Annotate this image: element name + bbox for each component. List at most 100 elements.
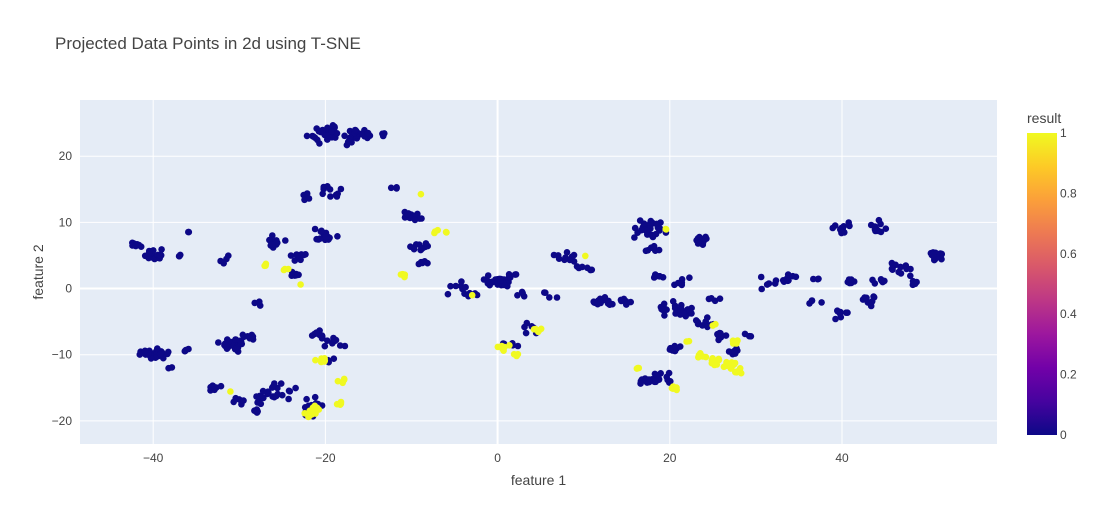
data-point xyxy=(868,298,876,305)
data-point xyxy=(771,280,779,287)
data-point xyxy=(521,323,528,331)
data-point xyxy=(136,351,144,358)
data-point xyxy=(334,233,341,240)
data-point xyxy=(643,227,651,235)
data-point xyxy=(318,332,326,339)
data-point xyxy=(645,378,653,386)
data-point xyxy=(499,345,507,353)
data-point xyxy=(815,275,822,283)
data-point xyxy=(303,132,311,140)
data-point xyxy=(443,229,450,236)
data-point xyxy=(837,313,845,321)
data-point xyxy=(185,345,192,353)
data-point xyxy=(658,305,665,313)
data-point xyxy=(364,129,372,137)
data-point xyxy=(401,273,408,281)
x-tick-label: −40 xyxy=(143,451,164,465)
data-point xyxy=(514,342,522,350)
data-point xyxy=(305,413,313,420)
colorbar-ticks: 0 0.2 0.4 0.6 0.8 1 xyxy=(1060,126,1077,442)
data-point xyxy=(692,317,700,324)
data-point xyxy=(646,220,654,227)
data-point xyxy=(239,331,247,339)
data-point xyxy=(268,241,276,248)
data-point xyxy=(246,335,254,342)
data-point xyxy=(715,356,723,364)
data-point xyxy=(331,336,339,343)
data-point xyxy=(588,266,596,274)
data-point xyxy=(911,280,919,288)
colorbar-tick-label: 0.8 xyxy=(1060,186,1077,200)
data-point xyxy=(293,252,301,259)
data-point xyxy=(256,392,264,400)
data-point xyxy=(704,323,711,331)
x-tick-label: −20 xyxy=(315,451,336,465)
data-point xyxy=(257,400,265,408)
data-point xyxy=(671,342,678,350)
data-point xyxy=(717,330,724,337)
data-point xyxy=(562,254,569,261)
data-point xyxy=(313,125,321,132)
y-tick-label: −10 xyxy=(52,348,73,362)
data-point xyxy=(431,229,438,237)
data-point xyxy=(553,294,561,301)
data-point xyxy=(468,291,476,299)
data-point xyxy=(662,225,669,233)
data-point xyxy=(300,251,308,259)
data-point xyxy=(712,320,719,328)
data-point xyxy=(709,358,716,366)
y-tick-label: 20 xyxy=(59,149,73,163)
data-point xyxy=(231,345,239,353)
data-point xyxy=(313,329,320,337)
data-point xyxy=(418,245,426,252)
data-point xyxy=(254,408,261,415)
data-point xyxy=(322,233,330,241)
data-point xyxy=(705,295,713,303)
data-point xyxy=(333,130,341,137)
data-point xyxy=(725,348,733,355)
data-point xyxy=(291,257,299,264)
data-point xyxy=(340,376,348,384)
data-point xyxy=(154,345,161,352)
data-point xyxy=(211,384,218,391)
data-point xyxy=(637,380,644,387)
data-point xyxy=(279,391,286,399)
data-point xyxy=(902,262,910,269)
data-point xyxy=(305,195,313,202)
data-point xyxy=(175,252,183,260)
data-point xyxy=(688,310,695,317)
data-point xyxy=(330,355,338,363)
data-points xyxy=(129,122,945,421)
x-tick-label: 40 xyxy=(835,451,849,465)
data-point xyxy=(722,332,730,339)
data-point xyxy=(511,271,519,278)
data-point xyxy=(871,226,879,233)
data-point xyxy=(222,342,230,349)
data-point xyxy=(321,342,329,350)
data-point xyxy=(277,380,285,387)
data-point xyxy=(897,270,905,277)
data-point xyxy=(666,346,674,353)
data-point xyxy=(907,272,914,280)
data-point xyxy=(869,276,876,284)
data-point xyxy=(387,184,395,192)
data-point xyxy=(417,190,425,198)
data-point xyxy=(494,343,502,351)
data-point xyxy=(763,281,771,288)
colorbar-gradient xyxy=(1027,133,1057,435)
data-point xyxy=(444,290,452,298)
data-point xyxy=(697,350,704,357)
data-point xyxy=(720,363,728,371)
data-point xyxy=(217,382,225,390)
data-point xyxy=(695,239,702,246)
data-point xyxy=(341,132,348,140)
data-point xyxy=(324,337,331,345)
data-point xyxy=(530,326,538,333)
data-point xyxy=(404,210,411,218)
data-point xyxy=(661,312,668,319)
data-point xyxy=(514,350,522,358)
data-point xyxy=(410,245,418,253)
data-point xyxy=(158,246,165,253)
data-point xyxy=(627,298,634,306)
